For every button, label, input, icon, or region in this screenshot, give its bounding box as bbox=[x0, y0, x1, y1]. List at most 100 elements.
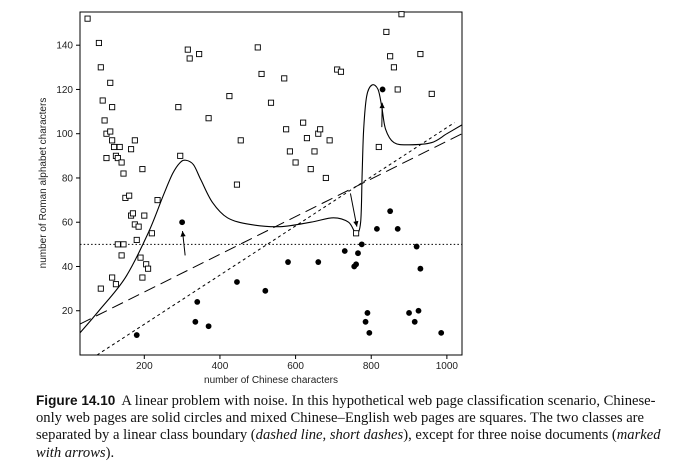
mixed-page-point bbox=[114, 155, 121, 162]
mixed-page-point bbox=[390, 64, 397, 71]
mixed-page-point bbox=[109, 137, 116, 144]
mixed-page-point bbox=[154, 197, 161, 204]
mixed-page-point bbox=[186, 55, 193, 62]
mixed-page-point bbox=[205, 115, 212, 122]
mixed-page-point bbox=[148, 230, 155, 237]
noise-arrow-head bbox=[353, 220, 359, 227]
mixed-page-point bbox=[112, 281, 119, 288]
plot-frame bbox=[79, 11, 463, 356]
mixed-page-point bbox=[267, 99, 275, 106]
mixed-page-point bbox=[322, 174, 329, 182]
mixed-page-point bbox=[394, 86, 401, 93]
x-tick-label: 800 bbox=[363, 361, 380, 372]
caption-text-2: ), except for three noise documents ( bbox=[403, 427, 617, 444]
noise-arrow-shaft bbox=[349, 193, 358, 227]
chinese-only-point bbox=[406, 310, 412, 316]
mixed-page-point bbox=[145, 265, 152, 272]
mixed-page-point bbox=[97, 285, 104, 292]
chinese-only-point bbox=[234, 279, 240, 285]
mixed-page-point bbox=[398, 11, 405, 18]
y-tick-label: 100 bbox=[56, 129, 73, 140]
chinese-only-point bbox=[417, 265, 424, 272]
mixed-page-point bbox=[226, 93, 233, 100]
y-tick-label: 40 bbox=[62, 262, 74, 273]
mixed-page-point bbox=[107, 128, 114, 135]
solid-boundary-curve bbox=[80, 84, 462, 334]
chinese-only-point bbox=[194, 298, 201, 305]
chinese-only-point bbox=[341, 248, 348, 254]
mixed-page-point bbox=[101, 117, 108, 124]
mixed-page-point bbox=[353, 230, 360, 237]
y-tick-label: 60 bbox=[62, 218, 74, 229]
mixed-page-point bbox=[428, 90, 435, 97]
y-tick-label: 140 bbox=[56, 41, 73, 52]
plot-area: 200 400 600 800 1000 20 40 60 80 100 120 140 bbox=[56, 11, 463, 372]
mixed-page-point bbox=[387, 53, 394, 60]
mixed-page-point bbox=[97, 64, 104, 71]
chinese-only-point bbox=[262, 287, 269, 294]
mixed-page-point bbox=[337, 68, 345, 75]
chinese-only-point bbox=[355, 250, 361, 257]
mixed-page-point bbox=[286, 148, 293, 155]
scatter-chart: number of Roman alphabet characters numb… bbox=[38, 11, 463, 386]
x-tick-label: 400 bbox=[212, 361, 229, 372]
mixed-page-point bbox=[118, 252, 125, 259]
mixed-page-point bbox=[118, 159, 125, 166]
mixed-page-point bbox=[311, 148, 318, 155]
mixed-page-point bbox=[292, 159, 299, 166]
chinese-only-point bbox=[394, 225, 401, 232]
mixed-page-point bbox=[303, 135, 310, 142]
y-axis-label: number of Roman alphabet characters bbox=[38, 98, 49, 269]
mixed-page-point bbox=[84, 15, 91, 22]
chinese-only-point bbox=[358, 241, 365, 248]
y-axis-label-group: number of Roman alphabet characters bbox=[38, 98, 49, 269]
mixed-page-point bbox=[126, 192, 133, 199]
mixed-page-point bbox=[99, 97, 106, 104]
mixed-page-point bbox=[120, 241, 127, 248]
chinese-only-point bbox=[353, 261, 359, 268]
chinese-only-point bbox=[374, 225, 380, 232]
mixed-page-point bbox=[139, 166, 146, 173]
mixed-page-point bbox=[133, 236, 140, 243]
chinese-only-point bbox=[315, 259, 322, 265]
mixed-page-point bbox=[300, 119, 307, 126]
figure-caption: Figure 14.10 A linear problem with noise.… bbox=[36, 392, 681, 462]
caption-emphasis-2: marked with arrows bbox=[36, 427, 661, 461]
x-tick-label: 600 bbox=[287, 361, 304, 372]
mixed-page-point bbox=[177, 152, 184, 159]
short-dashed-class-boundary bbox=[96, 122, 455, 355]
mixed-page-point bbox=[283, 126, 290, 133]
chinese-only-point bbox=[285, 259, 291, 265]
mixed-page-point bbox=[109, 104, 116, 111]
chinese-only-point bbox=[179, 219, 186, 226]
mixed-page-point bbox=[281, 75, 288, 82]
noise-arrow-head bbox=[379, 102, 385, 109]
mixed-page-point bbox=[120, 170, 127, 177]
y-tick-label: 20 bbox=[62, 306, 74, 317]
mixed-page-point bbox=[114, 241, 121, 248]
x-tick-label: 200 bbox=[136, 361, 153, 372]
mixed-page-point bbox=[103, 155, 110, 162]
mixed-page-point bbox=[139, 274, 146, 281]
mixed-page-point bbox=[317, 126, 324, 133]
mixed-page-point bbox=[137, 254, 144, 261]
mixed-page-point bbox=[129, 210, 137, 217]
y-tick-label: 120 bbox=[56, 85, 73, 96]
mixed-page-point bbox=[258, 70, 265, 78]
chinese-only-point bbox=[133, 332, 140, 338]
mixed-page-point bbox=[175, 104, 182, 111]
mixed-page-point bbox=[375, 143, 382, 151]
mixed-page-point bbox=[110, 143, 118, 151]
mixed-page-point bbox=[184, 46, 191, 53]
chinese-only-point bbox=[413, 243, 420, 250]
chinese-only-point bbox=[438, 329, 445, 336]
mixed-page-point bbox=[109, 274, 116, 281]
caption-text-3: ). bbox=[105, 444, 115, 461]
mixed-page-point bbox=[128, 146, 135, 153]
mixed-page-point bbox=[307, 166, 314, 173]
chinese-only-point bbox=[192, 318, 199, 325]
caption-label: Figure 14.10 bbox=[36, 393, 116, 408]
chinese-only-point bbox=[362, 318, 369, 325]
mixed-page-point bbox=[116, 143, 123, 151]
mixed-page-point bbox=[107, 79, 114, 86]
